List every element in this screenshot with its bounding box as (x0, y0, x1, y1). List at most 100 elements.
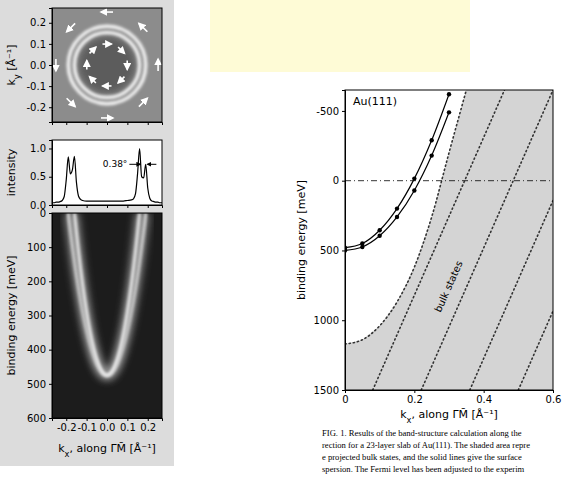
tick-label: 0 (40, 208, 46, 219)
spin-arrow (139, 23, 147, 31)
data-point (360, 245, 364, 249)
spin-arrow (103, 43, 112, 45)
tick-label: 200 (27, 276, 46, 287)
tick-label: 0.0 (100, 422, 116, 433)
tick (127, 122, 128, 125)
y-axis-title: binding energy [meV] (5, 256, 18, 376)
data-point (377, 234, 381, 238)
x-axis: 00.20.40.6 (342, 390, 561, 405)
plot-frame (52, 213, 162, 418)
tick (148, 205, 149, 208)
annotation: bulk states (432, 259, 464, 314)
image-background (52, 213, 162, 418)
tick-label: 500 (320, 245, 339, 256)
tick-label: 0 (333, 175, 339, 186)
spin-arrow (118, 77, 124, 83)
spin-arrow (101, 117, 113, 119)
data-point (395, 215, 399, 219)
tick-mark (342, 250, 345, 251)
annotation-arrow (147, 164, 156, 165)
tick-mark (345, 390, 346, 393)
axis-line (49, 214, 53, 419)
tick-label: 1.0 (30, 143, 46, 154)
tick-mark (49, 213, 52, 214)
plot-area (52, 148, 162, 202)
tick: -0.2 (26, 102, 52, 113)
tick-label: 0.6 (546, 394, 562, 405)
tick: 0 (40, 208, 52, 219)
tick-mark (49, 44, 52, 45)
tick-mark (484, 390, 485, 393)
tick: -0.1 (26, 81, 52, 92)
axis-line (53, 419, 163, 422)
tick-mark (414, 390, 415, 393)
plot-area (52, 213, 162, 418)
tick-label: 400 (27, 344, 46, 355)
data-point (429, 153, 433, 157)
plot-frame (52, 8, 162, 122)
axis-line (53, 206, 163, 209)
axis-line (49, 141, 53, 206)
tick: 0.0 (30, 60, 52, 71)
tick-label: 0.1 (30, 39, 46, 50)
tick: 500 (27, 379, 52, 390)
tick-label: 0 (342, 394, 348, 405)
tick: 300 (27, 310, 52, 321)
map-background (52, 8, 162, 122)
plot-background (52, 140, 162, 205)
tick-mark (49, 281, 52, 282)
left-panel-background (0, 0, 174, 466)
y-axis: -500050010001500 (314, 91, 346, 396)
tick-label: 0.2 (30, 17, 46, 28)
tick-label: 0.2 (140, 422, 156, 433)
tick-mark (49, 148, 52, 149)
tick-mark (49, 23, 52, 24)
tick: 0.2 (407, 390, 423, 405)
plot-frame (345, 90, 553, 390)
figure: -0.2-0.10.00.10.2ky [Å⁻¹]0.00.51.0intens… (0, 0, 567, 487)
tick: 500 (320, 245, 345, 256)
tick-mark (342, 320, 345, 321)
tick: 200 (27, 276, 52, 287)
tick (107, 122, 108, 125)
tick-label: 1500 (314, 385, 339, 396)
tick-mark (49, 177, 52, 178)
x-axis (53, 205, 163, 208)
y-axis: 0100200300400500600 (27, 208, 53, 424)
tick: 0 (342, 390, 348, 405)
tick (107, 205, 108, 208)
y-axis-title: ky [Å⁻¹] (5, 44, 22, 85)
spin-arrow (126, 61, 128, 70)
annotation-group: bulk states (431, 257, 467, 316)
tick-mark (49, 65, 52, 66)
annotation-arrow (129, 164, 140, 165)
tick-mark (49, 384, 52, 385)
caption-line: rection for a 23-layer slab of Au(111). … (322, 440, 530, 450)
tick-mark (49, 418, 52, 419)
data-point (447, 110, 451, 114)
fermi-level (345, 180, 553, 181)
tick: 0.2 (30, 17, 52, 28)
tick-mark (342, 390, 345, 391)
bulk-region (345, 90, 553, 390)
x-axis (53, 122, 163, 125)
band (68, 213, 145, 375)
surface-band (345, 94, 449, 247)
tick (87, 122, 88, 125)
tick: 0.2 (140, 418, 156, 433)
tick-mark (87, 205, 88, 208)
tick: -0.1 (77, 418, 97, 433)
spin-arrow (67, 23, 75, 31)
tick-label: 100 (27, 242, 46, 253)
label-patch (431, 257, 467, 316)
tick-mark (127, 122, 128, 125)
tick-label: -0.1 (26, 81, 46, 92)
tick-label: 0.0 (30, 60, 46, 71)
tick-mark (87, 418, 88, 421)
axis-line (346, 391, 554, 394)
caption-line: FIG. 1. Results of the band-structure ca… (322, 428, 522, 438)
y-axis: 0.00.51.0 (30, 141, 52, 211)
tick (66, 122, 67, 125)
intensity-line (52, 148, 162, 202)
plot-area (345, 90, 553, 390)
